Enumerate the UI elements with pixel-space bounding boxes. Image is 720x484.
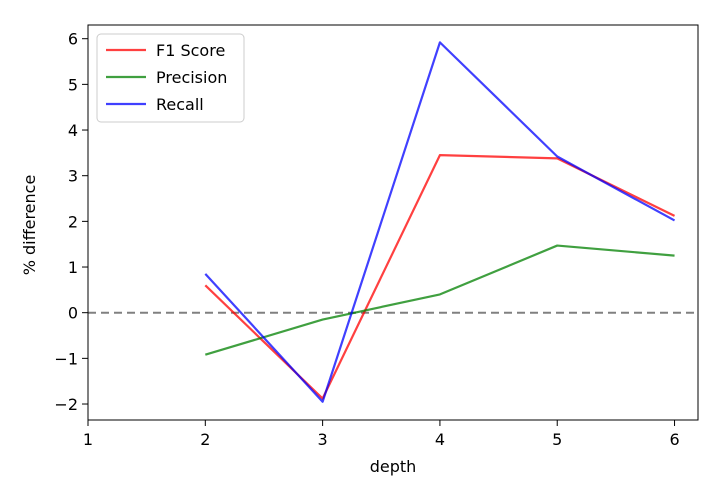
legend-label: Precision (156, 68, 227, 87)
legend-label: Recall (156, 95, 204, 114)
series-line-f1-score (204, 154, 676, 400)
x-tick-label: 2 (200, 430, 210, 449)
plot-area-frame (87, 24, 699, 421)
y-tick-label: 4 (68, 121, 78, 140)
legend: F1 Score Precision Recall (96, 33, 245, 123)
legend-label: F1 Score (156, 41, 225, 60)
x-tick-label: 5 (552, 430, 562, 449)
plot-layer (88, 41, 698, 403)
x-tick-label: 6 (669, 430, 679, 449)
x-axis-label: depth (370, 457, 417, 476)
axes-layer (87, 24, 699, 421)
x-tick-label: 1 (83, 430, 93, 449)
y-tick-label: 5 (68, 75, 78, 94)
y-tick-label: 3 (68, 167, 78, 186)
y-tick-label: 6 (68, 30, 78, 49)
series-line-precision (204, 244, 675, 356)
ticks-layer: 1 2 3 4 5 6 −2 −1 0 1 2 3 4 5 6 (54, 30, 679, 449)
legend-box (96, 33, 245, 123)
y-tick-label: −1 (54, 349, 78, 368)
y-tick-label: 1 (68, 258, 78, 277)
x-tick-label: 3 (318, 430, 328, 449)
y-tick-label: 2 (68, 212, 78, 231)
series-line-recall (204, 41, 676, 403)
y-tick-label: −2 (54, 395, 78, 414)
y-axis-label: % difference (20, 175, 39, 276)
x-tick-label: 4 (435, 430, 445, 449)
y-tick-label: 0 (68, 304, 78, 323)
